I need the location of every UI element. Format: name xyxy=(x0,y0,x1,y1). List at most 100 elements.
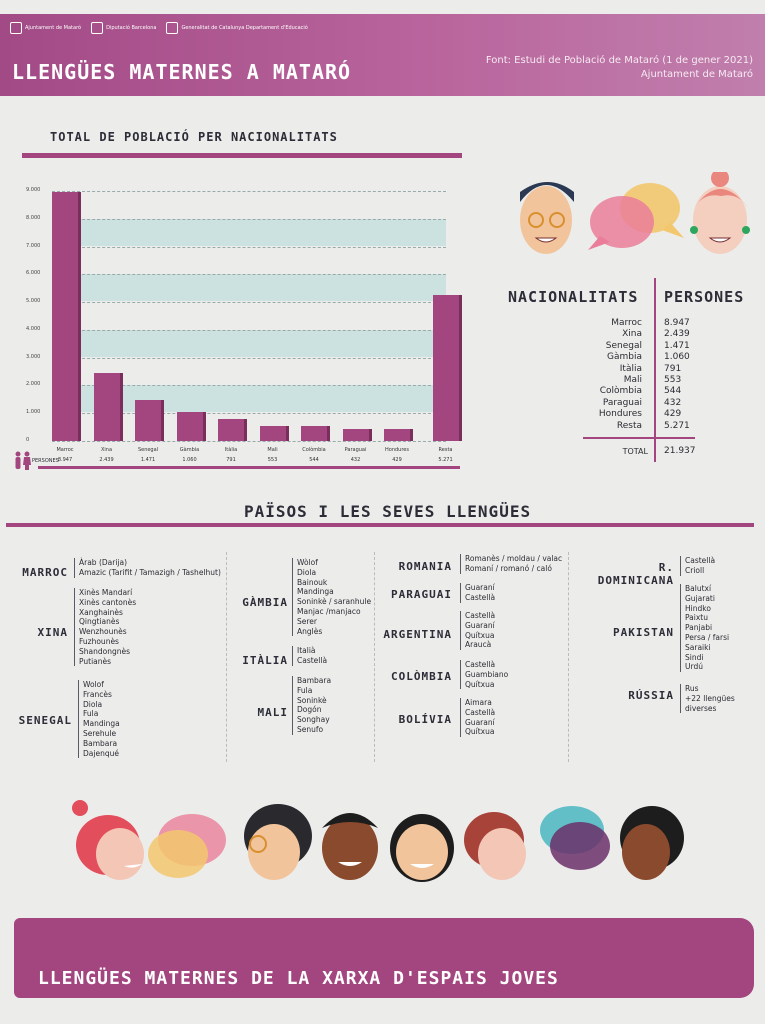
country-marroc: MARROC xyxy=(22,566,68,579)
languages-xina: Xinès Mandarí Xinès cantonès Xanghainès Qin… xyxy=(74,588,137,667)
language-item: Wolof xyxy=(83,680,104,689)
languages-bolivia: Aimara Castellà Guaraní Quítxua xyxy=(460,698,496,738)
language-item: Xanghainès xyxy=(79,607,123,617)
language-item: Manjac /manjaco xyxy=(297,606,361,616)
country-senegal: SENEGAL xyxy=(18,714,72,727)
language-item: Quítxua xyxy=(465,727,495,737)
gridline xyxy=(52,329,446,331)
x-value-label: 1.471 xyxy=(140,457,156,463)
table-nationality-cell: Mali xyxy=(623,375,642,385)
languages-pakistan: Balutxí Gujarati Hindko Paixtu Panjabi Persa … xyxy=(680,584,729,673)
languages-russia: Rus +22 llengües diverses xyxy=(680,684,765,714)
languages-section-title: PAÏSOS I LES SEVES LLENGÜES xyxy=(244,502,532,521)
languages-title-rule xyxy=(6,523,754,527)
x-category-label: Colòmbia xyxy=(302,447,326,453)
language-item: Castellà xyxy=(465,707,496,717)
languages-paraguai: Guaraní Castellà xyxy=(460,583,495,603)
table-total-rule xyxy=(583,437,695,439)
total-label: TOTAL xyxy=(622,447,648,456)
gridline xyxy=(52,191,446,192)
gridline xyxy=(52,274,446,276)
source-line-2: Ajuntament de Mataró xyxy=(640,69,753,80)
bar-senegal xyxy=(135,400,161,441)
people-icon xyxy=(15,451,31,470)
language-item: Mandinga xyxy=(297,587,334,597)
x-category-label: Gàmbia xyxy=(179,447,200,453)
language-item: Gujarati xyxy=(685,593,715,603)
language-item: Guambiano xyxy=(465,669,509,679)
table-persones-cell: 429 xyxy=(664,409,682,420)
table-header-persones: PERSONES xyxy=(664,288,745,306)
y-tick-label: 8.000 xyxy=(26,214,41,221)
languages-mali: Bambara Fula Soninkè Dogón Songhay Senufo xyxy=(292,676,331,735)
language-item: Guaraní xyxy=(465,620,495,630)
bar-resta xyxy=(432,294,459,441)
country-romania: ROMANIA xyxy=(398,560,452,573)
logo-ajuntament: Ajuntament de Mataró xyxy=(10,22,81,34)
language-item: Soninkè / saranhule xyxy=(297,597,372,607)
y-tick-label: 9.000 xyxy=(26,187,41,193)
language-item: Paixtu xyxy=(685,613,708,623)
table-nationality-cell: Xina xyxy=(622,329,642,340)
y-tick-label: 7.000 xyxy=(26,242,41,249)
language-item: Francès xyxy=(83,689,112,699)
table-persones-cell: 1.471 xyxy=(664,340,690,351)
language-item: Urdú xyxy=(685,662,703,672)
language-item: Àrab (Darija) xyxy=(79,558,128,567)
x-category-label: Xina xyxy=(100,447,113,453)
language-item: Guaraní xyxy=(465,583,495,592)
y-tick-label: 6.000 xyxy=(26,270,41,277)
country-paraguai: PARAGUAI xyxy=(391,588,452,601)
x-value-label: 429 xyxy=(392,457,402,463)
logo-text: Diputació Barcelona xyxy=(106,25,157,31)
x-category-label: Senegal xyxy=(137,447,159,453)
country-italia: ITÀLIA xyxy=(242,654,288,667)
gridline xyxy=(52,413,446,415)
language-item: Castellà xyxy=(465,592,496,602)
language-item: Quítxua xyxy=(465,679,495,689)
language-item: Castellà xyxy=(465,611,496,620)
persones-row-label: PERSONES xyxy=(32,458,59,464)
bar-itàlia xyxy=(218,419,244,441)
chart-section-title: TOTAL DE POBLACIÓ PER NACIONALITATS xyxy=(50,130,338,144)
x-category-label: Mali xyxy=(267,447,278,453)
languages-romania: Romanès / moldau / valac Romaní / romanó … xyxy=(460,554,562,574)
y-tick-label: 2.000 xyxy=(26,381,41,388)
crest-icon xyxy=(166,22,179,34)
language-item: Anglès xyxy=(297,626,323,636)
table-nationality-cell: Gàmbia xyxy=(607,352,642,363)
languages-italia: Italià Castellà xyxy=(292,646,327,666)
gridline xyxy=(52,246,446,248)
languages-senegal: Wolof Francès Diola Fula Mandinga Serehule Bam… xyxy=(78,680,120,759)
gridline xyxy=(52,385,446,387)
table-persones-cell: 791 xyxy=(664,363,682,374)
bar-paraguai xyxy=(342,429,369,441)
language-item: Dajenqué xyxy=(83,748,119,758)
languages-colombia: Castellà Guambiano Quítxua xyxy=(460,660,509,690)
language-item: Xinès cantonès xyxy=(79,597,137,607)
source-line-1: Font: Estudi de Població de Mataró (1 de… xyxy=(485,55,753,66)
chart-title-rule xyxy=(22,153,462,158)
table-nationality-cell: Colòmbia xyxy=(599,386,642,397)
language-item: Castellà xyxy=(685,556,716,565)
country-gambia: GÀMBIA xyxy=(242,596,288,609)
x-category-label: Hondures xyxy=(385,447,409,453)
bar-hondures xyxy=(384,429,410,441)
language-item: +22 llengües diverses xyxy=(685,693,735,713)
logo-generalitat: Generalitat de Catalunya Departament d'E… xyxy=(166,22,308,34)
language-item: Wenzhounès xyxy=(79,627,127,637)
country-pakistan: PAKISTAN xyxy=(613,626,674,639)
bar-gàmbia xyxy=(176,411,203,441)
table-nationality-cell: Paraguai xyxy=(602,397,642,408)
footer-title: LLENGÜES MATERNES DE LA XARXA D'ESPAIS J… xyxy=(38,968,559,989)
x-category-label: Itàlia xyxy=(224,447,238,453)
logo-strip: Ajuntament de Mataró Diputació Barcelona… xyxy=(10,22,308,34)
page-title: LLENGÜES MATERNES A MATARÓ xyxy=(12,60,352,84)
column-separator xyxy=(568,552,569,762)
y-tick-label: 5.000 xyxy=(26,298,41,305)
language-item: Fula xyxy=(83,709,99,719)
total-value: 21.937 xyxy=(664,446,696,456)
source-note: Font: Estudi de Població de Mataró (1 de… xyxy=(486,54,753,82)
country-mali: MALI xyxy=(257,706,288,719)
table-column-divider xyxy=(654,278,656,462)
